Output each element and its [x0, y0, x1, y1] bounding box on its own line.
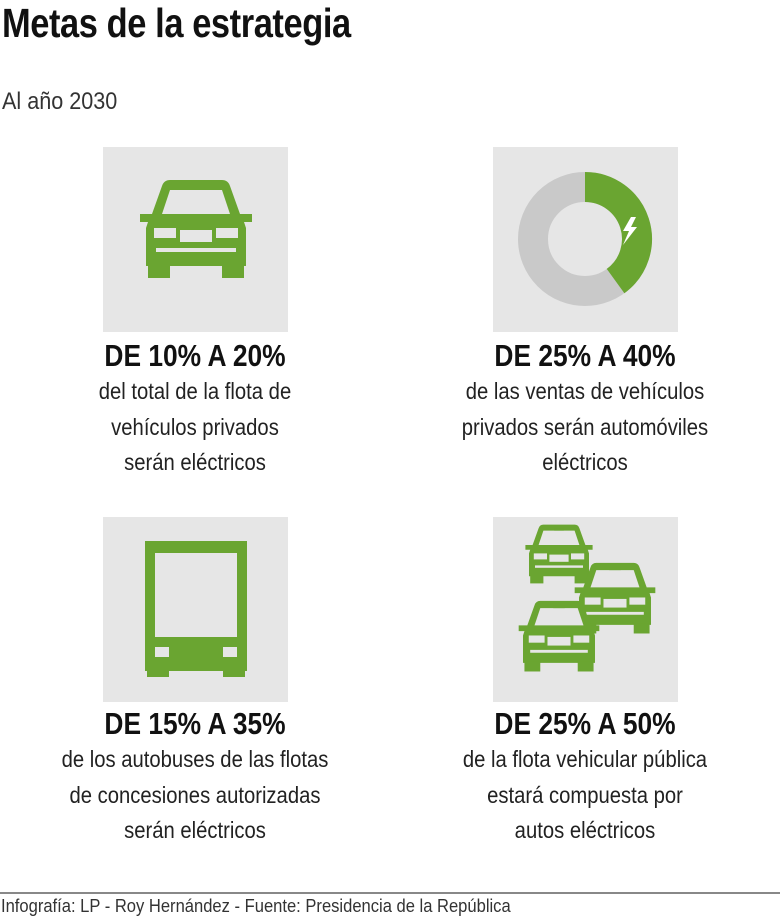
goal-text: autos eléctricos — [514, 817, 656, 843]
goal-text: eléctricos — [542, 449, 628, 475]
goal-4: DE 25% A 50% de la flota vehicular públi… — [390, 706, 780, 849]
goal-text: de la flota vehicular pública — [462, 746, 708, 772]
page-title: Metas de la estrategia — [2, 0, 351, 46]
goal-heading: DE 25% A 50% — [494, 706, 676, 741]
goal-1: DE 10% A 20% del total de la flota de ve… — [0, 338, 390, 481]
cars-fleet-icon — [493, 517, 678, 702]
goal-text: privados serán automóviles — [461, 413, 709, 440]
goal-text: estará compuesta por — [487, 781, 683, 808]
bus-icon — [103, 517, 288, 702]
goal-heading: DE 10% A 20% — [104, 338, 286, 373]
goal-text: vehículos privados — [111, 413, 279, 440]
goal-text: del total de la flota de — [98, 378, 292, 404]
goal-3: DE 15% A 35% de los autobuses de las flo… — [0, 706, 390, 849]
donut-chart-icon — [493, 147, 678, 332]
credits: Infografía: LP - Roy Hernández - Fuente:… — [1, 896, 511, 916]
lightning-icon — [623, 217, 637, 245]
goal-text: serán eléctricos — [124, 449, 266, 475]
goal-text: de los autobuses de las flotas — [61, 746, 329, 772]
goal-2: DE 25% A 40% de las ventas de vehículos … — [390, 338, 780, 481]
car-icon — [103, 147, 288, 332]
goal-heading: DE 15% A 35% — [104, 706, 286, 741]
goal-text: de concesiones autorizadas — [69, 781, 321, 808]
donut-electric-segment — [584, 172, 652, 294]
goal-text: serán eléctricos — [124, 817, 266, 843]
goal-heading: DE 25% A 40% — [494, 338, 676, 373]
page-subtitle: Al año 2030 — [2, 88, 118, 115]
goal-text: de las ventas de vehículos — [465, 378, 705, 404]
footer-divider — [0, 892, 780, 894]
